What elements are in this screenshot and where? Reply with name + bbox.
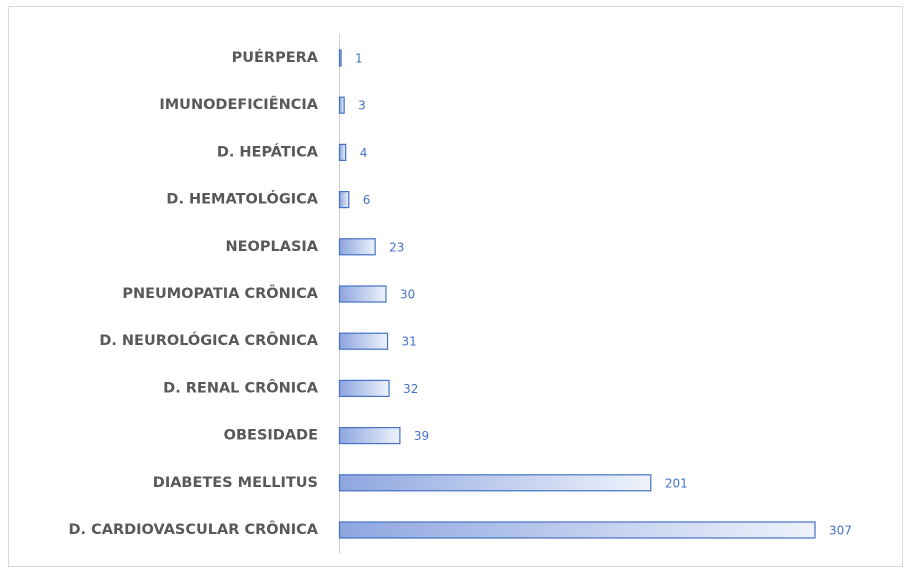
bar (338, 427, 401, 445)
value-label: 32 (403, 382, 418, 396)
value-label: 6 (363, 193, 371, 207)
bar (338, 379, 390, 397)
category-label: D. HEMATOLÓGICA (166, 190, 318, 208)
value-label: 201 (665, 476, 688, 490)
category-label: OBESIDADE (224, 428, 318, 444)
value-label: 1 (355, 52, 363, 66)
bar (338, 96, 345, 114)
category-label: D. NEUROLÓGICA CRÔNICA (99, 331, 318, 349)
value-label: 39 (414, 429, 429, 443)
value-label: 4 (360, 146, 368, 160)
category-label: D. RENAL CRÔNICA (163, 378, 319, 396)
category-label: D. CARDIOVASCULAR CRÔNICA (68, 520, 318, 538)
bar (338, 191, 350, 209)
bar (338, 332, 389, 350)
value-label: 307 (829, 524, 852, 538)
value-label: 31 (402, 335, 417, 349)
bar (338, 238, 376, 256)
category-label: DIABETES MELLITUS (153, 475, 318, 491)
value-label: 30 (400, 288, 415, 302)
bar (338, 49, 342, 67)
category-label: IMUNODEFICIÊNCIA (159, 96, 318, 113)
bar (338, 474, 652, 492)
bar (338, 143, 347, 161)
value-label: 3 (358, 99, 366, 113)
category-label: PUÉRPERA (232, 49, 319, 66)
bar (338, 521, 816, 539)
category-label: PNEUMOPATIA CRÔNICA (122, 284, 318, 302)
value-label: 23 (389, 240, 404, 254)
category-label: D. HEPÁTICA (217, 143, 319, 160)
chart-frame (8, 6, 903, 567)
category-label: NEOPLASIA (225, 239, 318, 255)
bar (338, 285, 387, 303)
